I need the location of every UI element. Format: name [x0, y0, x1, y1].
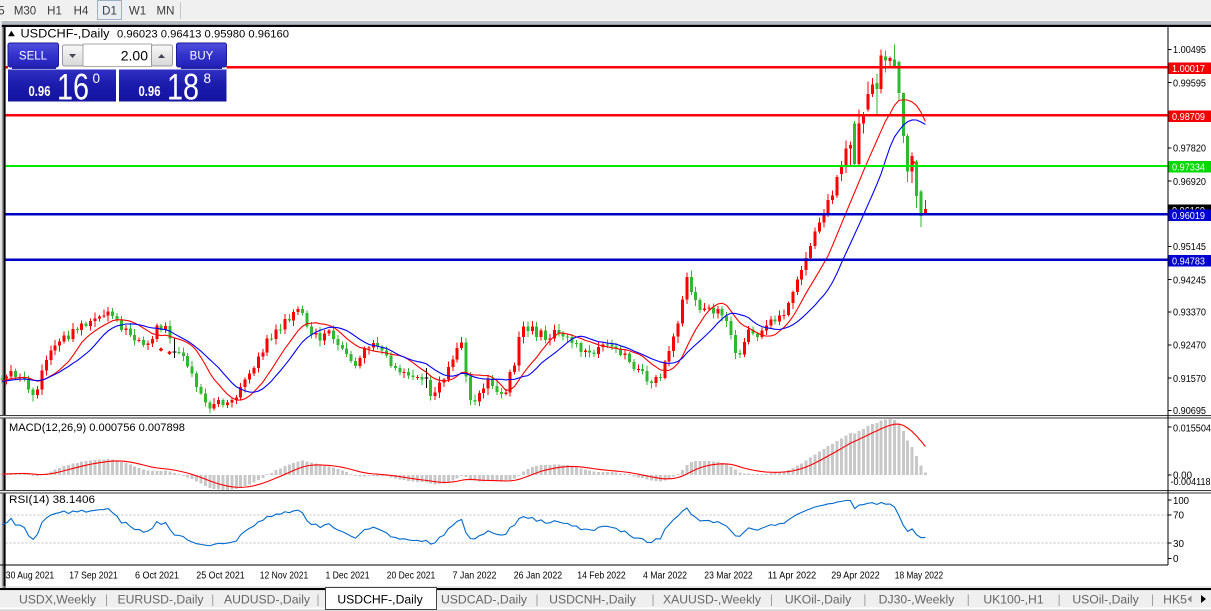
svg-text:7 Jan 2022: 7 Jan 2022 — [453, 571, 497, 582]
svg-text:4 Mar 2022: 4 Mar 2022 — [643, 571, 687, 582]
svg-text:USOil-,Daily: USOil-,Daily — [1072, 593, 1139, 607]
svg-text:5: 5 — [0, 6, 5, 18]
svg-text:0.96023 0.96413 0.95980 0.9616: 0.96023 0.96413 0.95980 0.96160 — [117, 29, 289, 41]
svg-text:H1: H1 — [47, 6, 62, 18]
svg-text:11 Apr 2022: 11 Apr 2022 — [768, 571, 817, 582]
svg-text:0.96019: 0.96019 — [1172, 211, 1205, 222]
svg-text:0: 0 — [93, 71, 101, 86]
svg-text:EURUSD-,Daily: EURUSD-,Daily — [118, 593, 205, 607]
svg-text:|: | — [863, 595, 866, 607]
svg-text:UK100-,H1: UK100-,H1 — [983, 593, 1044, 607]
svg-text:29 Apr 2022: 29 Apr 2022 — [831, 571, 880, 582]
svg-text:USDX,Weekly: USDX,Weekly — [19, 593, 97, 607]
svg-text:XAUUSD-,Weekly: XAUUSD-,Weekly — [663, 593, 762, 607]
svg-text:AUDUSD-,Daily: AUDUSD-,Daily — [224, 593, 311, 607]
svg-text:USDCHF-,Daily: USDCHF-,Daily — [337, 593, 423, 607]
svg-text:0.94783: 0.94783 — [1172, 257, 1205, 268]
svg-text:0.96: 0.96 — [29, 84, 51, 100]
svg-text:1.00017: 1.00017 — [1172, 64, 1205, 75]
svg-text:23 Mar 2022: 23 Mar 2022 — [704, 571, 753, 582]
svg-text:26 Jan 2022: 26 Jan 2022 — [514, 571, 563, 582]
svg-text:RSI(14) 38.1406: RSI(14) 38.1406 — [9, 494, 95, 506]
svg-text:M30: M30 — [14, 6, 36, 18]
svg-text:USDCNH-,Daily: USDCNH-,Daily — [549, 593, 637, 607]
svg-text:2.00: 2.00 — [121, 48, 148, 64]
svg-text:MACD(12,26,9) 0.000756 0.00789: MACD(12,26,9) 0.000756 0.007898 — [9, 422, 185, 434]
svg-text:0: 0 — [1173, 554, 1179, 565]
svg-text:0.97820: 0.97820 — [1173, 144, 1206, 155]
svg-text:SELL: SELL — [19, 51, 48, 63]
svg-text:|: | — [652, 595, 655, 607]
svg-text:|: | — [317, 595, 320, 607]
svg-text:0.92470: 0.92470 — [1173, 341, 1206, 352]
svg-text:0.95145: 0.95145 — [1173, 242, 1206, 253]
svg-text:20 Dec 2021: 20 Dec 2021 — [387, 571, 436, 582]
svg-text:D1: D1 — [102, 6, 117, 18]
svg-text:MN: MN — [157, 6, 175, 18]
svg-text:DJ30-,Weekly: DJ30-,Weekly — [879, 593, 956, 607]
svg-text:30: 30 — [1173, 539, 1184, 550]
svg-text:USDCHF-,Daily: USDCHF-,Daily — [21, 29, 110, 41]
svg-text:8: 8 — [204, 71, 212, 86]
svg-text:18 May 2022: 18 May 2022 — [895, 571, 944, 582]
svg-text:-0.004118: -0.004118 — [1171, 477, 1211, 488]
svg-text:|: | — [770, 595, 773, 607]
svg-text:UKOil-,Daily: UKOil-,Daily — [785, 593, 852, 607]
svg-text:USDCAD-,Daily: USDCAD-,Daily — [441, 593, 528, 607]
svg-text:0.97334: 0.97334 — [1172, 163, 1205, 174]
svg-text:1.00495: 1.00495 — [1173, 45, 1206, 56]
svg-text:0.96920: 0.96920 — [1173, 177, 1206, 188]
svg-text:|: | — [536, 595, 539, 607]
svg-text:0.00: 0.00 — [1173, 471, 1192, 482]
svg-text:HK5: HK5 — [1163, 593, 1187, 607]
svg-text:|: | — [211, 595, 214, 607]
svg-text:6 Oct 2021: 6 Oct 2021 — [135, 571, 179, 582]
svg-text:70: 70 — [1173, 511, 1184, 522]
svg-text:0.94245: 0.94245 — [1173, 275, 1206, 286]
svg-text:BUY: BUY — [190, 51, 214, 63]
svg-text:W1: W1 — [129, 6, 146, 18]
svg-text:0.93370: 0.93370 — [1173, 308, 1206, 319]
svg-text:|: | — [1151, 595, 1154, 607]
svg-text:18: 18 — [167, 67, 199, 108]
svg-text:12 Nov 2021: 12 Nov 2021 — [260, 571, 309, 582]
svg-text:|: | — [967, 595, 970, 607]
svg-text:H4: H4 — [74, 6, 89, 18]
svg-text:0.96: 0.96 — [139, 84, 161, 100]
svg-text:0.90695: 0.90695 — [1173, 406, 1206, 417]
svg-text:16: 16 — [57, 67, 89, 108]
svg-text:17 Sep 2021: 17 Sep 2021 — [69, 571, 118, 582]
svg-text:|: | — [1058, 595, 1061, 607]
svg-text:100: 100 — [1173, 496, 1189, 507]
svg-text:0.91570: 0.91570 — [1173, 374, 1206, 385]
svg-text:0.99595: 0.99595 — [1173, 78, 1206, 89]
svg-text:1 Dec 2021: 1 Dec 2021 — [326, 571, 370, 582]
svg-text:0.98709: 0.98709 — [1172, 112, 1205, 123]
svg-text:|: | — [105, 595, 108, 607]
svg-text:0.015504: 0.015504 — [1173, 424, 1211, 435]
svg-text:14 Feb 2022: 14 Feb 2022 — [577, 571, 626, 582]
svg-text:30 Aug 2021: 30 Aug 2021 — [6, 571, 55, 582]
svg-text:25 Oct 2021: 25 Oct 2021 — [196, 571, 245, 582]
